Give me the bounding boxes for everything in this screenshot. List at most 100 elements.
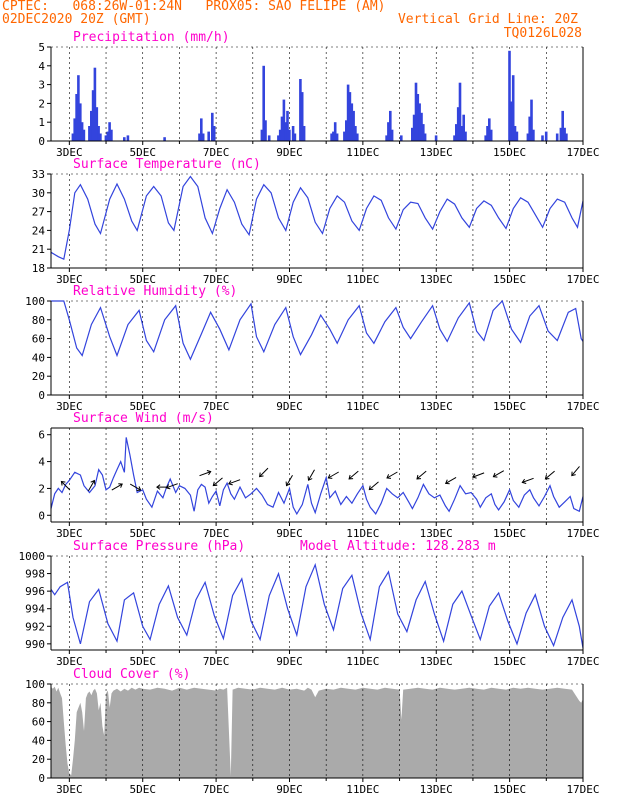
x-tick-label: 11DEC xyxy=(346,655,379,668)
precip-bar xyxy=(385,135,388,141)
wind-arrow-head xyxy=(285,481,291,487)
x-tick-label: 9DEC xyxy=(276,527,303,540)
x-tick-label: 7DEC xyxy=(203,527,230,540)
wind-arrow-shaft xyxy=(328,471,339,479)
x-tick-label: 17DEC xyxy=(566,655,599,668)
y-tick-label: 33 xyxy=(32,168,45,181)
wind-arrow xyxy=(444,476,457,485)
y-tick-label: 20 xyxy=(32,753,45,766)
precip-bar xyxy=(508,50,511,141)
x-tick-label: 9DEC xyxy=(276,783,303,796)
precip-bar xyxy=(264,120,267,141)
header-code: TQ0126L028 xyxy=(503,26,582,41)
x-tick-label: 11DEC xyxy=(346,273,379,286)
x-tick-label: 7DEC xyxy=(203,655,230,668)
precip-bar xyxy=(354,126,357,141)
panel-title: Surface Wind (m/s) xyxy=(73,411,214,426)
precip-bar xyxy=(356,133,359,141)
panel-title: Precipitation (mm/h) xyxy=(73,30,230,45)
precip-bar xyxy=(291,126,295,141)
precip-bar xyxy=(280,116,284,141)
x-tick-label: 9DEC xyxy=(276,273,303,286)
y-tick-label: 40 xyxy=(32,734,45,747)
y-tick-label: 0 xyxy=(38,772,45,785)
precip-bar xyxy=(288,129,291,141)
x-tick-label: 13DEC xyxy=(420,783,453,796)
precip-bar xyxy=(555,133,559,141)
precip-bar xyxy=(73,118,76,141)
wind-arrow-shaft xyxy=(522,477,534,483)
y-tick-label: 2 xyxy=(38,97,45,110)
precip-bar xyxy=(123,137,126,141)
series-line xyxy=(51,299,584,361)
precip-bar xyxy=(434,135,438,141)
precip-bar xyxy=(390,129,394,141)
precip-bar xyxy=(484,135,487,141)
precip-bar xyxy=(513,126,517,141)
x-tick-label: 13DEC xyxy=(420,527,453,540)
precip-bar xyxy=(455,124,458,141)
x-tick-label: 17DEC xyxy=(566,273,599,286)
wind-arrow xyxy=(259,467,269,478)
precip-bar xyxy=(286,110,289,141)
y-tick-label: 1000 xyxy=(19,550,46,563)
wind-arrow-head xyxy=(156,484,161,490)
wind-arrow-head xyxy=(444,479,450,485)
x-tick-label: 3DEC xyxy=(56,783,83,796)
wind-arrow xyxy=(307,469,315,481)
y-tick-label: 994 xyxy=(25,603,45,616)
cloud-area xyxy=(51,686,583,778)
header-date: 02DEC2020 20Z (GMT) xyxy=(2,12,151,27)
y-tick-label: 6 xyxy=(38,429,45,442)
precip-bar xyxy=(530,99,533,141)
precip-bar xyxy=(416,94,420,141)
precip-bar xyxy=(80,122,84,141)
precip-bar xyxy=(71,133,75,141)
precip-bar xyxy=(423,133,427,141)
wind-arrow xyxy=(368,481,379,491)
wind-arrow-shaft xyxy=(472,472,485,478)
wind-arrow xyxy=(327,471,339,479)
precip-bar xyxy=(284,122,287,141)
x-tick-label: 13DEC xyxy=(420,655,453,668)
x-tick-label: 15DEC xyxy=(493,146,526,159)
precip-bar xyxy=(400,135,403,141)
y-tick-label: 0 xyxy=(38,135,45,148)
precip-bar xyxy=(277,135,280,141)
wind-arrow-head xyxy=(118,483,123,488)
wind-arrow xyxy=(87,479,96,492)
precip-bar xyxy=(488,118,491,141)
x-tick-label: 13DEC xyxy=(420,273,453,286)
precip-bar xyxy=(79,103,82,141)
x-tick-label: 7DEC xyxy=(203,273,230,286)
wind-arrow xyxy=(571,466,580,477)
x-tick-label: 7DEC xyxy=(203,400,230,413)
wind-arrow-shaft xyxy=(493,470,505,478)
precip-bar xyxy=(260,129,264,141)
wind-arrow-head xyxy=(544,474,550,480)
y-tick-label: 998 xyxy=(25,568,45,581)
precip-bar xyxy=(526,133,530,141)
panel-title: Surface Temperature (nC) xyxy=(73,157,261,172)
wind-arrow-head xyxy=(472,473,477,479)
wind-arrow-shaft xyxy=(368,481,379,490)
wind-arrow xyxy=(111,483,123,491)
precip-bar xyxy=(198,133,201,141)
x-tick-label: 17DEC xyxy=(566,783,599,796)
precip-bar xyxy=(282,99,286,141)
panel-3: 0 2 4 6 3DEC 5DEC 7DEC 9DEC 11DEC 13DEC 15DEC 17DEC… xyxy=(38,411,599,540)
precip-bar xyxy=(293,133,297,141)
precip-bar xyxy=(559,127,563,141)
y-tick-label: 80 xyxy=(32,314,45,327)
wind-arrow-head xyxy=(386,474,392,479)
precip-bar xyxy=(77,75,80,141)
precip-bar xyxy=(110,129,113,141)
y-tick-label: 100 xyxy=(25,295,45,308)
y-tick-label: 21 xyxy=(32,243,45,256)
panel-4: 990 992 994 996 998 1000 3DEC 5DEC 7DEC 9DEC 11DEC… xyxy=(19,539,600,668)
x-tick-label: 5DEC xyxy=(129,783,156,796)
precip-bar xyxy=(262,65,265,141)
wind-arrow-head xyxy=(492,472,498,478)
precip-bar xyxy=(126,135,130,141)
